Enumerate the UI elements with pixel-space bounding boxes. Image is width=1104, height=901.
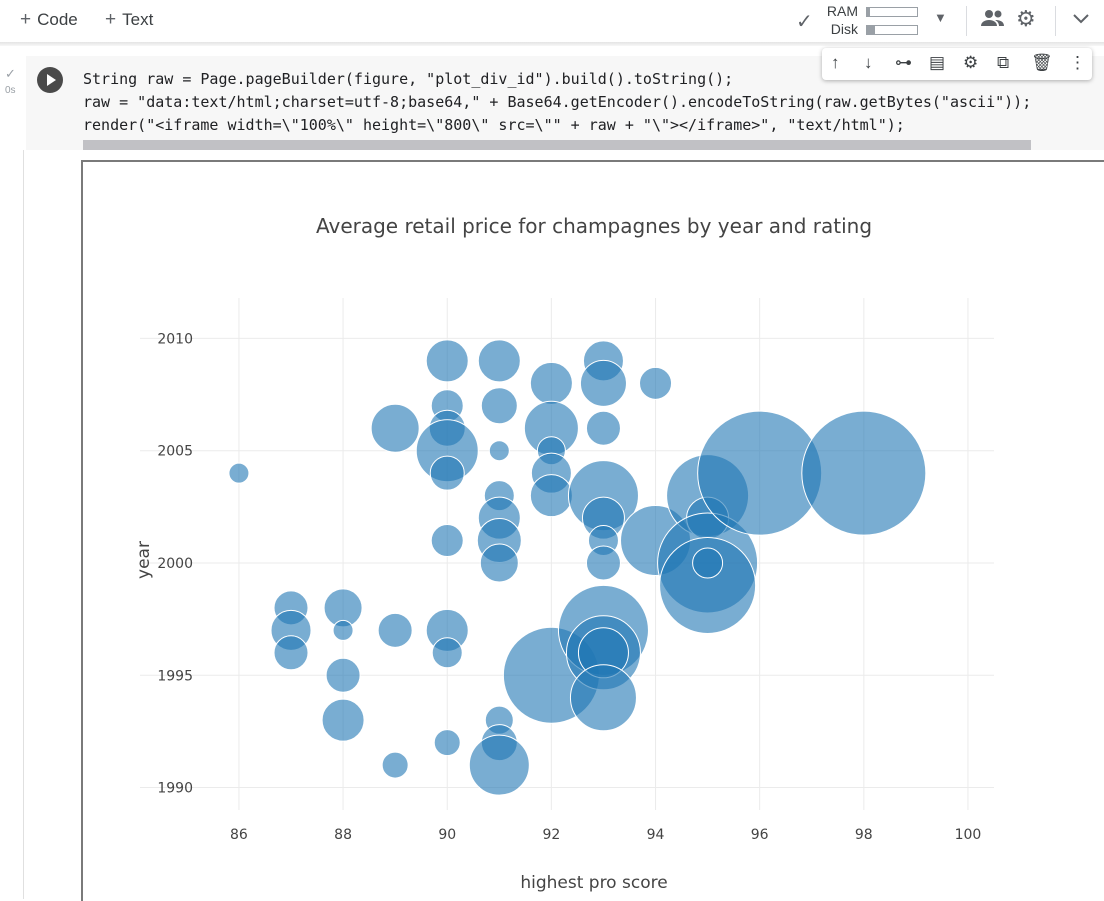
bubble-point — [477, 339, 521, 383]
add-text-button[interactable]: + Text — [105, 9, 153, 31]
plus-icon: + — [105, 9, 117, 30]
bubble-point — [585, 410, 621, 446]
x-tick-label: 90 — [438, 827, 456, 843]
chart-title: Average retail price for champagnes by y… — [315, 214, 873, 238]
toolbar-divider — [966, 6, 967, 36]
bubble-point — [429, 455, 465, 491]
bubble-point — [377, 612, 413, 648]
x-tick-label: 88 — [334, 827, 352, 843]
add-code-label: Code — [37, 10, 78, 29]
x-tick-label: 100 — [955, 827, 982, 843]
bubble-point — [321, 698, 365, 742]
plus-icon: + — [20, 9, 32, 30]
add-text-label: Text — [122, 10, 154, 29]
notebook-toolbar: + Code + Text ✓ RAM Disk ▼ ⚙ — [0, 0, 1104, 42]
output-gutter-line — [23, 150, 24, 899]
share-icon[interactable] — [980, 8, 1006, 33]
resources-indicator[interactable]: ✓ RAM Disk — [796, 3, 922, 39]
code-line: raw = "data:text/html;charset=utf-8;base… — [83, 93, 1032, 111]
bubble-point — [430, 524, 464, 558]
execution-time: 0s — [5, 85, 16, 96]
bubble-point — [431, 637, 463, 669]
comment-icon[interactable]: ▤ — [929, 53, 946, 72]
ram-label: RAM — [826, 3, 858, 19]
collapse-icon[interactable] — [1072, 8, 1090, 33]
bubble-point — [480, 387, 518, 425]
move-down-icon[interactable]: ↓ — [864, 53, 873, 72]
x-tick-label: 86 — [230, 827, 248, 843]
bubble-point — [529, 361, 573, 405]
bubble-point — [425, 339, 469, 383]
add-code-button[interactable]: + Code — [20, 9, 78, 31]
bubble-point — [529, 474, 573, 518]
cell-toolbar: ↑ ↓ ⊶ ▤ ⚙ ⧉ 🗑 ⋮ — [822, 48, 1092, 80]
executed-check-icon: ✓ — [5, 66, 16, 81]
disk-label: Disk — [830, 21, 858, 37]
bubble-point — [569, 664, 637, 732]
mirror-icon[interactable]: ⧉ — [997, 53, 1010, 72]
code-editor[interactable]: String raw = Page.pageBuilder(figure, "p… — [83, 68, 1098, 137]
bubble-point — [228, 462, 250, 484]
cell-gutter: ✓ 0s — [0, 56, 24, 116]
x-tick-label: 94 — [647, 827, 665, 843]
bubble-point — [370, 403, 420, 453]
bubble-point — [579, 359, 627, 407]
bubble-point — [332, 619, 354, 641]
bubble-point — [433, 729, 461, 757]
bubble-point — [381, 751, 409, 779]
y-tick-label: 1995 — [157, 668, 193, 684]
y-tick-label: 2005 — [157, 444, 193, 460]
y-tick-label: 1990 — [157, 781, 193, 797]
link-icon[interactable]: ⊶ — [895, 53, 912, 72]
horizontal-scrollbar[interactable] — [83, 140, 1031, 150]
bubble-point — [692, 547, 724, 579]
bubble-point — [639, 366, 673, 400]
bubble-point — [479, 543, 519, 583]
cell-settings-icon[interactable]: ⚙ — [963, 53, 979, 72]
bubble-point — [488, 440, 510, 462]
delete-icon[interactable]: 🗑 — [1031, 53, 1053, 72]
run-cell-button[interactable] — [37, 67, 63, 93]
code-line: render("<iframe width=\"100%\" height=\"… — [83, 116, 905, 134]
bubble-point — [468, 734, 530, 796]
x-tick-label: 98 — [855, 827, 873, 843]
y-tick-label: 2010 — [157, 331, 193, 347]
toolbar-shadow — [0, 42, 1104, 46]
ram-usage-bar — [866, 7, 918, 17]
disk-usage-bar — [866, 25, 918, 35]
x-tick-label: 92 — [542, 827, 560, 843]
y-tick-label: 2000 — [157, 556, 193, 572]
more-icon[interactable]: ⋮ — [1069, 53, 1086, 72]
toolbar-divider — [1055, 6, 1056, 36]
move-up-icon[interactable]: ↑ — [831, 53, 840, 72]
x-axis-title: highest pro score — [520, 873, 667, 893]
y-axis-title: year — [134, 541, 154, 579]
ram-usage-fill — [867, 8, 870, 16]
settings-icon[interactable]: ⚙ — [1016, 6, 1036, 31]
check-icon: ✓ — [796, 11, 813, 33]
bubble-point — [325, 657, 361, 693]
bubble-point — [659, 536, 757, 634]
x-tick-label: 96 — [751, 827, 769, 843]
dropdown-icon[interactable]: ▼ — [934, 10, 947, 25]
bubble-point — [273, 635, 309, 671]
disk-usage-fill — [867, 26, 875, 34]
bubble-point — [801, 410, 927, 536]
code-line: String raw = Page.pageBuilder(figure, "p… — [83, 70, 734, 88]
bubble-point — [585, 545, 621, 581]
